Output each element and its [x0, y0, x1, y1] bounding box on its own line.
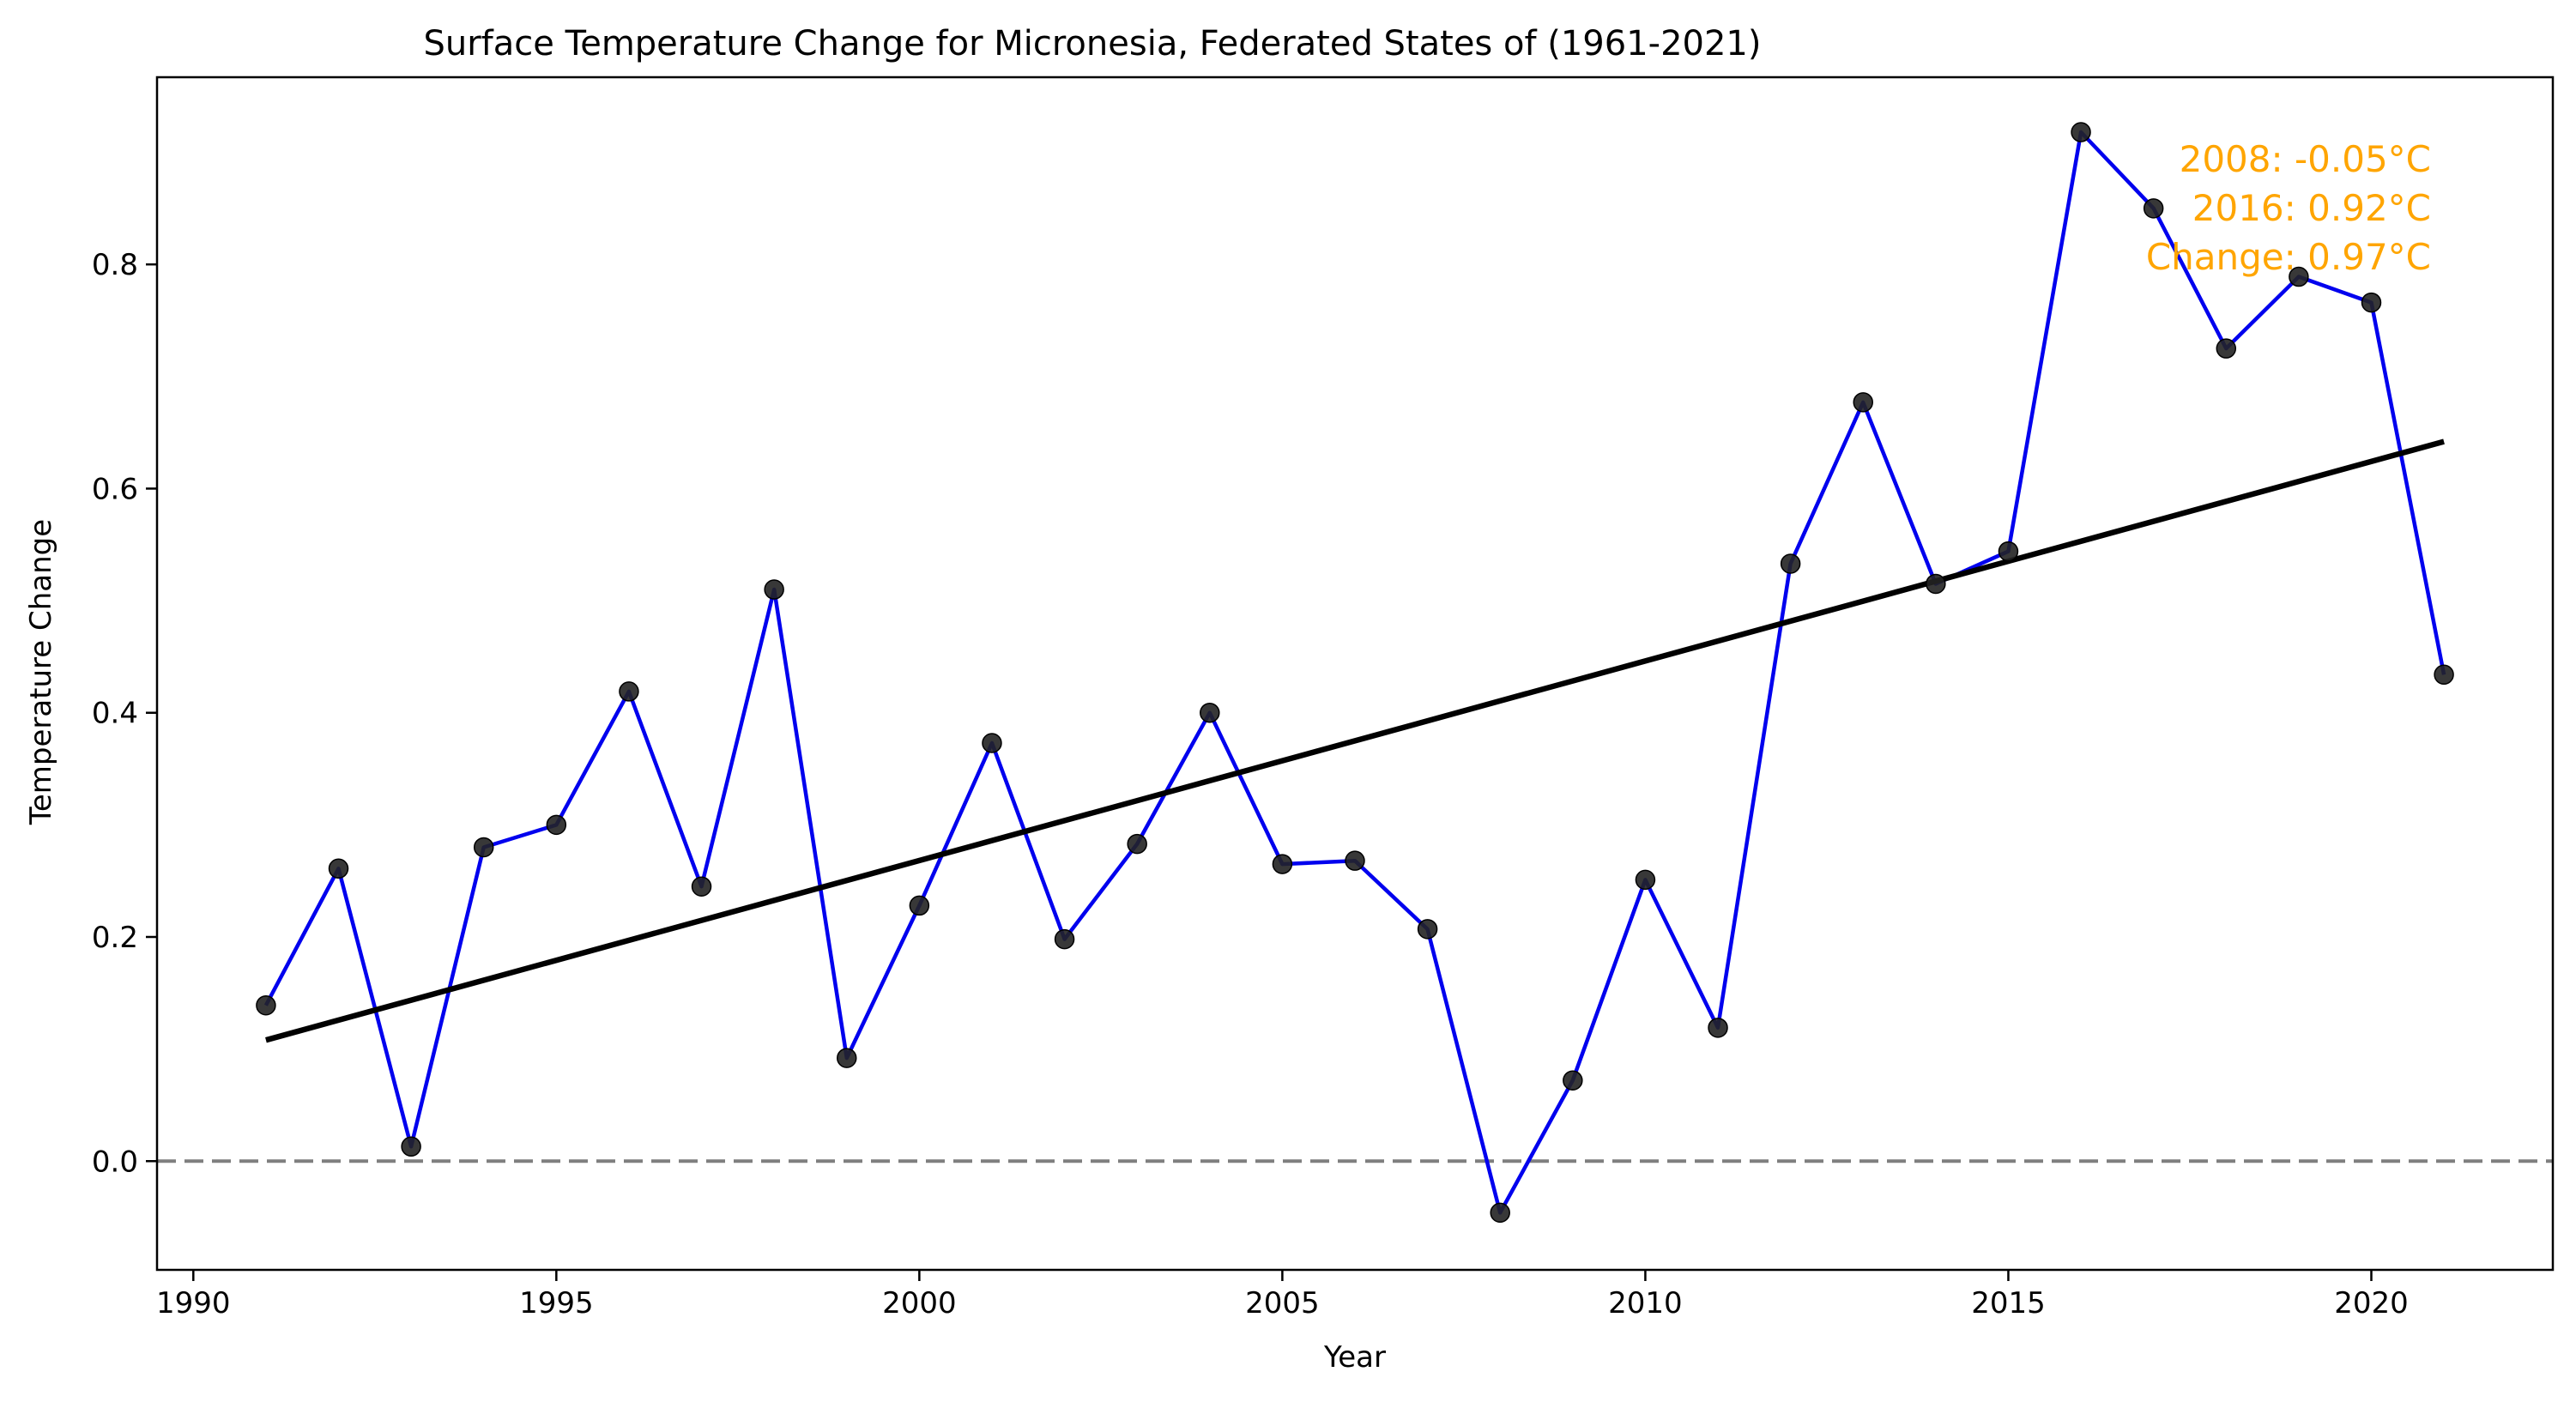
data-point-1996 — [619, 681, 639, 702]
data-point-2012 — [1780, 553, 1801, 574]
data-point-2015 — [1998, 541, 2019, 562]
annotation-box: 2008: -0.05°C 2016: 0.92°C Change: 0.97°C — [2146, 138, 2431, 278]
data-point-2013 — [1853, 392, 1873, 413]
annotation-line-3: Change: 0.97°C — [2146, 236, 2431, 278]
data-point-1995 — [546, 814, 567, 836]
data-point-2004 — [1200, 702, 1220, 723]
data-point-2005 — [1272, 854, 1293, 874]
x-tick-label-2010: 2010 — [1608, 1286, 1683, 1320]
data-point-2019 — [2289, 266, 2309, 287]
x-tick-label-2005: 2005 — [1245, 1286, 1320, 1320]
chart-title: Surface Temperature Change for Micronesi… — [423, 24, 1761, 63]
data-point-1992 — [328, 858, 349, 879]
data-point-2007 — [1417, 919, 1438, 940]
data-point-2002 — [1054, 928, 1075, 950]
axes: 1990 1995 2000 2005 2010 2015 2020 0.0 0.2 0.4 0.6… — [92, 76, 2555, 1320]
data-point-1998 — [764, 579, 784, 600]
plot-frame — [155, 76, 2555, 1272]
x-tick-label-2020: 2020 — [2334, 1286, 2409, 1320]
y-tick-label-0.2: 0.2 — [92, 921, 138, 955]
data-point-2008 — [1490, 1202, 1510, 1224]
x-tick-label-1995: 1995 — [519, 1286, 594, 1320]
data-point-2001 — [982, 733, 1002, 753]
y-tick-label-0.8: 0.8 — [92, 248, 138, 282]
y-tick-label-0.6: 0.6 — [92, 472, 138, 506]
x-tick-label-1990: 1990 — [156, 1286, 231, 1320]
data-point-2006 — [1345, 850, 1365, 871]
data-point-1999 — [837, 1048, 857, 1068]
data-point-1991 — [256, 994, 276, 1016]
data-point-2021 — [2434, 664, 2454, 686]
data-point-2014 — [1926, 573, 1946, 595]
data-point-2018 — [2216, 338, 2237, 359]
y-axis-label: Temperature Change — [24, 519, 58, 825]
series-line — [263, 130, 2446, 1215]
x-tick-label-2000: 2000 — [882, 1286, 957, 1320]
data-point-2010 — [1635, 869, 1656, 891]
plot-area — [157, 122, 2553, 1224]
data-point-2016 — [2071, 122, 2091, 142]
x-axis-label: Year — [1323, 1340, 1386, 1375]
data-point-2011 — [1708, 1018, 1728, 1038]
trend-line — [265, 438, 2445, 1043]
data-point-2009 — [1563, 1070, 1583, 1091]
annotation-line-1: 2008: -0.05°C — [2180, 138, 2431, 180]
annotation-line-2: 2016: 0.92°C — [2192, 187, 2431, 229]
x-tick-label-2015: 2015 — [1971, 1286, 2046, 1320]
data-point-2000 — [909, 895, 930, 916]
data-point-1993 — [401, 1136, 421, 1157]
y-tick-label-0.0: 0.0 — [92, 1145, 138, 1179]
data-point-2003 — [1127, 833, 1147, 855]
y-tick-label-0.4: 0.4 — [92, 697, 138, 731]
data-point-2017 — [2143, 198, 2164, 219]
data-point-1997 — [691, 876, 712, 897]
data-point-1994 — [473, 837, 494, 858]
data-point-2020 — [2361, 292, 2382, 313]
